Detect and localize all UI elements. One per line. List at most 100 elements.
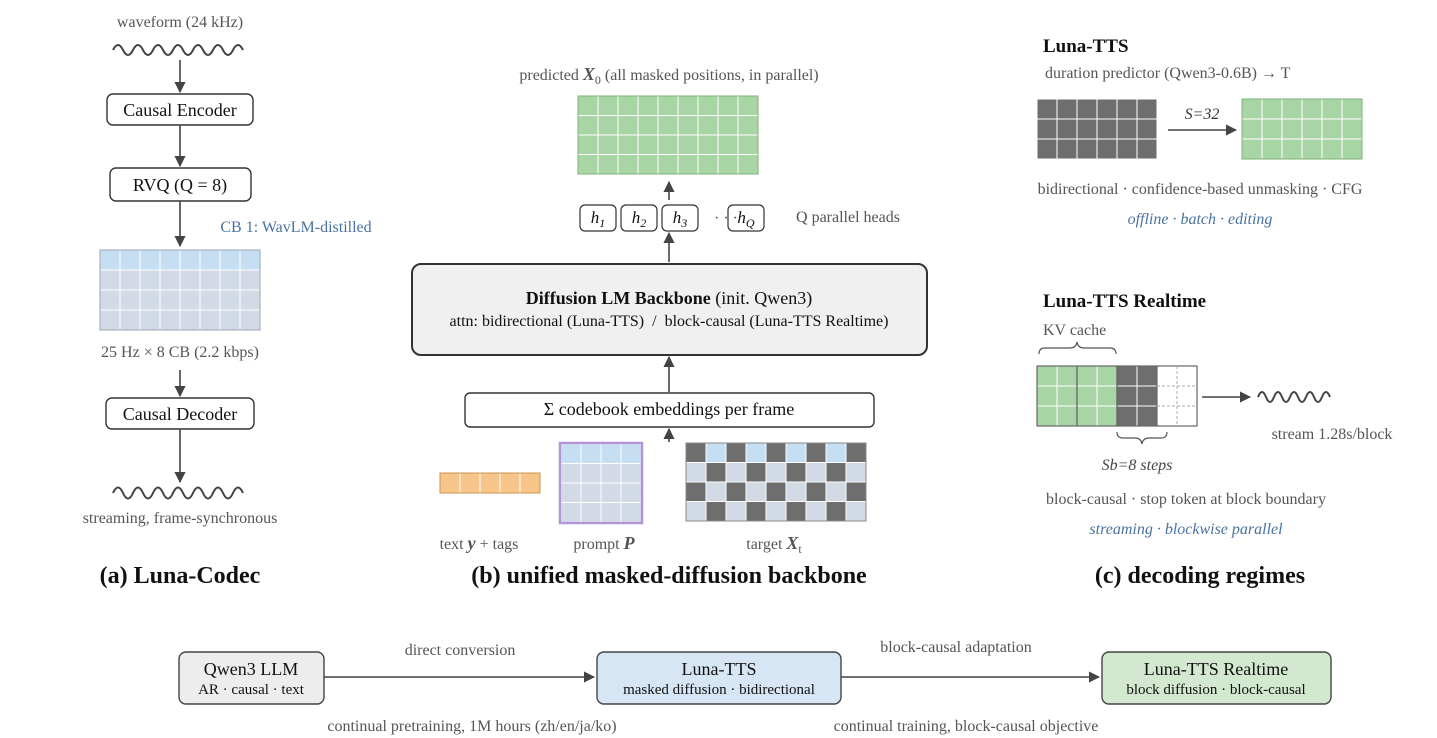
text-token-frame — [439, 472, 541, 494]
unmasked-cell — [1281, 138, 1303, 160]
target-cell — [845, 501, 867, 522]
sb-steps-label: Sb=8 steps — [1102, 457, 1173, 474]
tts-description: bidirectional · confidence-based unmaski… — [1038, 181, 1363, 198]
head-label-1: h1 — [591, 208, 606, 230]
panel-c-decoding: Luna-TTS duration predictor (Qwen3-0.6B)… — [1036, 36, 1392, 589]
codec-cell — [159, 249, 181, 271]
target-cell — [825, 462, 847, 483]
codec-cell — [159, 289, 181, 311]
codec-cell — [99, 269, 121, 291]
codec-cell — [179, 289, 201, 311]
target-cell — [725, 442, 747, 463]
unmasked-cell — [1341, 118, 1363, 140]
diffusion-backbone-box — [411, 263, 928, 356]
codec-cell — [219, 249, 241, 271]
block-1-cell — [1036, 405, 1058, 427]
waveform-label: waveform (24 kHz) — [117, 14, 243, 31]
predicted-cell — [737, 154, 759, 175]
unmasked-cell — [1321, 98, 1343, 120]
prompt-token-grid — [558, 441, 644, 525]
codec-cell — [239, 309, 261, 331]
target-token-grid — [685, 442, 867, 522]
codec-cell — [159, 269, 181, 291]
target-cell — [805, 501, 827, 522]
predicted-cell — [717, 154, 739, 175]
prompt-cell — [620, 482, 642, 503]
predicted-cell — [617, 115, 639, 136]
kv-cache-brace — [1038, 341, 1117, 355]
prompt-cell — [580, 482, 602, 503]
head-box-2 — [620, 204, 658, 232]
block-4-cell — [1176, 365, 1198, 387]
masked-cell — [1036, 98, 1058, 120]
predicted-cell — [657, 115, 679, 136]
heads-dots: · · · — [714, 210, 738, 227]
target-label: target Xt — [746, 533, 802, 556]
predicted-cell — [617, 95, 639, 116]
codec-cell — [199, 309, 221, 331]
block-3-cell — [1136, 365, 1158, 387]
predicted-cell — [657, 95, 679, 116]
masked-cell — [1116, 98, 1138, 120]
codec-cell — [159, 309, 181, 331]
masked-cell — [1096, 98, 1118, 120]
panel-a-caption: (a) Luna-Codec — [100, 563, 261, 589]
prompt-cell — [620, 443, 642, 464]
prompt-label: prompt P — [573, 533, 635, 553]
codec-cell — [219, 309, 241, 331]
target-cell — [845, 442, 867, 463]
masked-cell — [1096, 138, 1118, 160]
target-cell — [825, 481, 847, 502]
steps-label: S=32 — [1185, 106, 1220, 123]
unmasked-cell — [1261, 98, 1283, 120]
text-token-cell — [439, 472, 461, 494]
masked-cell — [1136, 138, 1158, 160]
sb-brace — [1116, 431, 1168, 445]
predicted-cell — [697, 115, 719, 136]
realtime-blocks — [1036, 365, 1198, 427]
predicted-cell — [577, 134, 599, 155]
head-box-3 — [661, 204, 699, 232]
block-4-cell — [1156, 365, 1178, 387]
target-cell — [765, 501, 787, 522]
codec-cell — [139, 309, 161, 331]
block-1-cell — [1036, 385, 1058, 407]
target-cell — [845, 481, 867, 502]
codec-cell — [119, 289, 141, 311]
cb1-label: CB 1: WavLM-distilled — [220, 219, 371, 236]
block-4-cell — [1176, 405, 1198, 427]
luna-tts-box-subtitle: masked diffusion · bidirectional — [623, 682, 815, 698]
predicted-cell — [597, 115, 619, 136]
prompt-grid-frame — [558, 441, 644, 525]
predicted-cell — [677, 95, 699, 116]
predicted-cell — [697, 134, 719, 155]
realtime-title: Luna-TTS Realtime — [1043, 291, 1206, 312]
unmasked-cell — [1301, 138, 1323, 160]
codec-cell — [139, 289, 161, 311]
predicted-cell — [617, 134, 639, 155]
masked-cell — [1116, 118, 1138, 140]
prompt-cell — [560, 482, 582, 503]
prompt-cell — [560, 463, 582, 484]
unmasked-cell — [1341, 138, 1363, 160]
target-cell — [805, 481, 827, 502]
predicted-cell — [737, 95, 759, 116]
predicted-cell — [637, 134, 659, 155]
unmasked-cell — [1281, 118, 1303, 140]
target-cell — [725, 501, 747, 522]
masked-cell — [1076, 118, 1098, 140]
unmasked-grid-frame — [1241, 98, 1363, 160]
target-cell — [805, 462, 827, 483]
target-cell — [725, 481, 747, 502]
realtime-box-subtitle: block diffusion · block-causal — [1126, 682, 1305, 698]
target-cell — [845, 462, 867, 483]
luna-tts-box-title: Luna-TTS — [682, 659, 757, 679]
duration-label: duration predictor (Qwen3-0.6B) → T — [1045, 65, 1291, 82]
target-cell — [745, 462, 767, 483]
predicted-cell — [677, 134, 699, 155]
panel-c-caption: (c) decoding regimes — [1095, 563, 1305, 589]
prompt-cell — [600, 463, 622, 484]
unmasked-cell — [1241, 138, 1263, 160]
block-4-cell — [1156, 385, 1178, 407]
target-cell — [825, 501, 847, 522]
